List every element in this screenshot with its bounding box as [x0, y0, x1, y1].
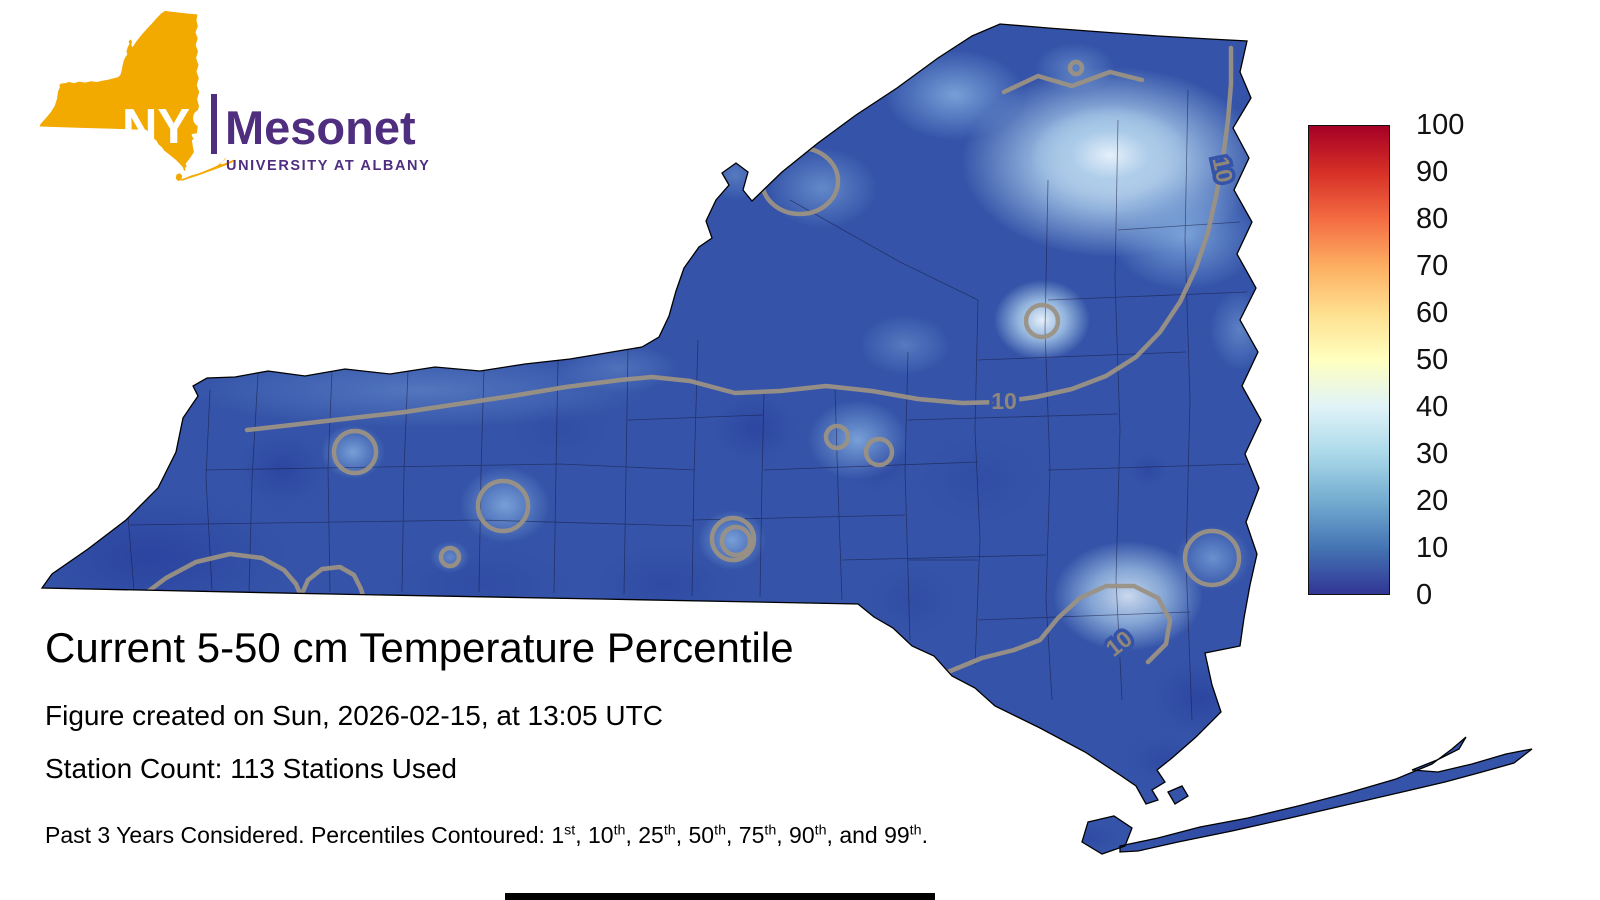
- footnote-percentiles: 1st, 10th, 25th, 50th, 75th, 90th, and 9…: [551, 822, 928, 848]
- contour-label-10: 10: [1208, 154, 1239, 184]
- figure-title: Current 5-50 cm Temperature Percentile: [45, 624, 794, 671]
- colorbar-tick-label: 100: [1416, 109, 1465, 141]
- footnote: Past 3 Years Considered. Percentiles Con…: [45, 822, 928, 849]
- colorbar-tick-label: 0: [1416, 579, 1433, 611]
- colorbar-tick-label: 50: [1416, 344, 1449, 376]
- logo-subtitle: UNIVERSITY AT ALBANY: [226, 158, 430, 174]
- colorbar-tick-label: 90: [1416, 156, 1449, 188]
- contour-lines: [139, 45, 1242, 696]
- nys-mesonet-logo: NYS Mesonet UNIVERSITY AT ALBANY: [39, 10, 430, 182]
- colorbar-tick-label: 10: [1416, 532, 1449, 564]
- colorbar-tick-label: 40: [1416, 391, 1449, 423]
- colorbar-tick-label: 30: [1416, 438, 1449, 470]
- footnote-prefix: Past 3 Years Considered. Percentiles Con…: [45, 822, 552, 848]
- logo-acronym: NYS: [122, 100, 223, 154]
- contour-label-10: 10: [991, 388, 1017, 414]
- created-timestamp: Figure created on Sun, 2026-02-15, at 13…: [45, 700, 663, 731]
- colorbar: [1308, 125, 1390, 595]
- county-boundaries: [127, 89, 1248, 721]
- colorbar-tick-label: 80: [1416, 203, 1449, 235]
- station-count: Station Count: 113 Stations Used: [45, 753, 457, 784]
- colorbar-tick-label: 60: [1416, 297, 1449, 329]
- colorbar-tick-label: 70: [1416, 250, 1449, 282]
- logo-state-shape-icon: [39, 10, 235, 182]
- bottom-edge-bar: [505, 893, 935, 900]
- logo-divider: [211, 94, 217, 154]
- logo-name: Mesonet: [225, 101, 416, 154]
- colorbar-ticks: 100 90 80 70 60 50 40 30 20 10 0: [1416, 111, 1506, 611]
- colorbar-tick-label: 20: [1416, 485, 1449, 517]
